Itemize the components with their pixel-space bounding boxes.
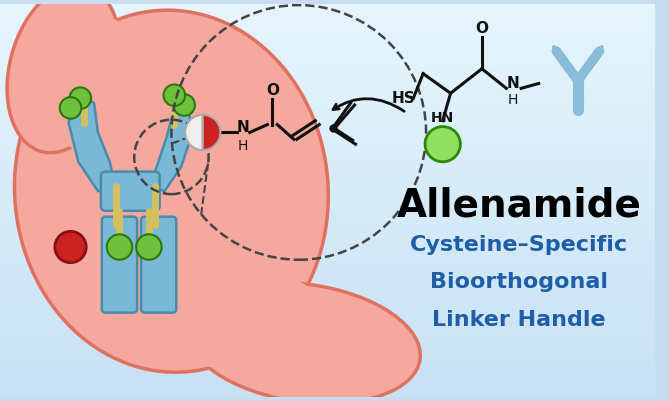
Text: Linker Handle: Linker Handle [432,310,606,330]
Ellipse shape [7,0,120,153]
Text: HS: HS [392,91,415,105]
Polygon shape [149,105,192,191]
Circle shape [60,97,82,119]
Polygon shape [68,93,116,191]
FancyBboxPatch shape [141,217,177,313]
Text: H: H [237,139,248,153]
Wedge shape [203,115,220,150]
Wedge shape [185,115,203,150]
Text: HN: HN [431,111,454,125]
Circle shape [425,127,460,162]
Circle shape [173,94,195,116]
Ellipse shape [147,269,323,368]
Ellipse shape [15,10,328,372]
Text: O: O [266,83,279,98]
Text: N: N [507,76,520,91]
Text: O: O [476,21,488,36]
Text: H: H [508,93,518,107]
Ellipse shape [187,283,420,401]
Circle shape [107,234,132,260]
Ellipse shape [76,51,199,136]
Circle shape [136,234,162,260]
Text: Allenamide: Allenamide [397,187,642,225]
Text: Bioorthogonal: Bioorthogonal [430,272,608,292]
Text: N: N [237,120,250,135]
FancyBboxPatch shape [101,172,160,211]
Ellipse shape [43,15,142,152]
Text: Cysteine–Specific: Cysteine–Specific [410,235,628,255]
Circle shape [70,87,91,109]
Circle shape [55,231,86,263]
FancyBboxPatch shape [102,217,137,313]
Circle shape [164,85,185,106]
